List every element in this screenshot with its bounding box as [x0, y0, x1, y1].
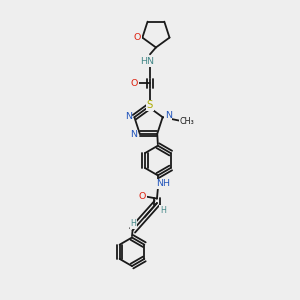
Text: H: H — [160, 206, 166, 215]
Text: O: O — [131, 79, 138, 88]
Text: N: N — [130, 130, 137, 139]
Text: N: N — [165, 112, 172, 121]
Text: S: S — [147, 100, 153, 110]
Text: H: H — [130, 219, 136, 228]
Text: N: N — [124, 112, 132, 121]
Text: O: O — [134, 33, 141, 42]
Text: NH: NH — [156, 179, 170, 188]
Text: CH₃: CH₃ — [180, 117, 194, 126]
Text: O: O — [139, 192, 146, 201]
Text: HN: HN — [140, 57, 154, 66]
